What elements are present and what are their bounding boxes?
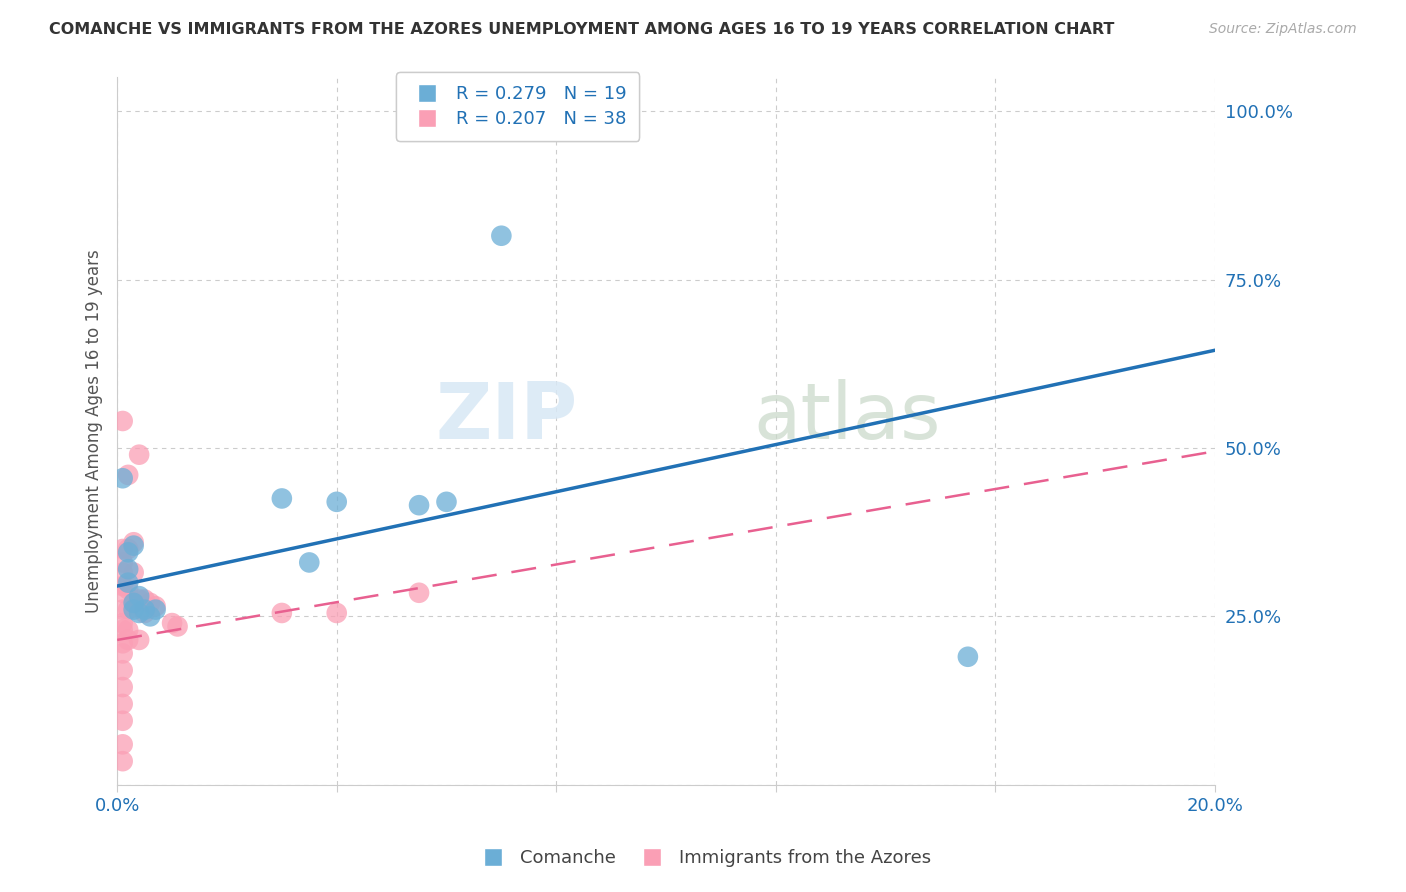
Point (117, 623, 139, 637)
Point (122, 535, 145, 549)
Point (111, 616, 134, 631)
Point (111, 414, 134, 428)
Point (139, 609, 162, 624)
Point (111, 647, 134, 661)
Point (117, 467, 139, 482)
Point (408, 498, 430, 512)
Point (134, 602, 156, 616)
Point (111, 636, 134, 650)
Point (436, 495, 458, 509)
Point (160, 616, 183, 631)
Point (117, 632, 139, 647)
Point (122, 596, 145, 610)
Point (117, 575, 139, 590)
Point (117, 545, 139, 559)
Point (270, 606, 292, 620)
Point (111, 663, 134, 677)
Point (325, 495, 347, 509)
Point (139, 596, 162, 610)
Point (122, 566, 145, 580)
Point (166, 619, 188, 633)
Point (117, 582, 139, 597)
Text: atlas: atlas (754, 379, 942, 455)
Point (128, 632, 150, 647)
Point (117, 562, 139, 576)
Point (145, 602, 167, 616)
Text: ZIP: ZIP (436, 379, 578, 455)
Point (111, 566, 134, 580)
Text: COMANCHE VS IMMIGRANTS FROM THE AZORES UNEMPLOYMENT AMONG AGES 16 TO 19 YEARS CO: COMANCHE VS IMMIGRANTS FROM THE AZORES U… (49, 22, 1115, 37)
Point (111, 579, 134, 593)
Point (128, 606, 150, 620)
Point (111, 754, 134, 768)
Point (111, 623, 134, 637)
Point (111, 471, 134, 485)
Point (111, 602, 134, 616)
Point (128, 448, 150, 462)
Point (128, 592, 150, 607)
Point (122, 596, 145, 610)
Point (111, 556, 134, 570)
Point (956, 649, 979, 664)
Point (111, 714, 134, 728)
Legend: Comanche, Immigrants from the Azores: Comanche, Immigrants from the Azores (468, 842, 938, 874)
Legend: R = 0.279   N = 19, R = 0.207   N = 38: R = 0.279 N = 19, R = 0.207 N = 38 (396, 72, 640, 141)
Point (128, 589, 150, 603)
Point (408, 586, 430, 600)
Point (134, 606, 156, 620)
Point (325, 606, 347, 620)
Point (145, 599, 167, 614)
Point (117, 541, 139, 556)
Point (111, 697, 134, 711)
Point (491, 228, 513, 243)
Y-axis label: Unemployment Among Ages 16 to 19 years: Unemployment Among Ages 16 to 19 years (86, 249, 103, 613)
Point (122, 602, 145, 616)
Point (270, 491, 292, 506)
Point (111, 541, 134, 556)
Point (134, 592, 156, 607)
Point (117, 602, 139, 616)
Point (111, 680, 134, 694)
Text: Source: ZipAtlas.com: Source: ZipAtlas.com (1209, 22, 1357, 37)
Point (122, 539, 145, 553)
Point (111, 586, 134, 600)
Point (111, 737, 134, 751)
Point (298, 556, 321, 570)
